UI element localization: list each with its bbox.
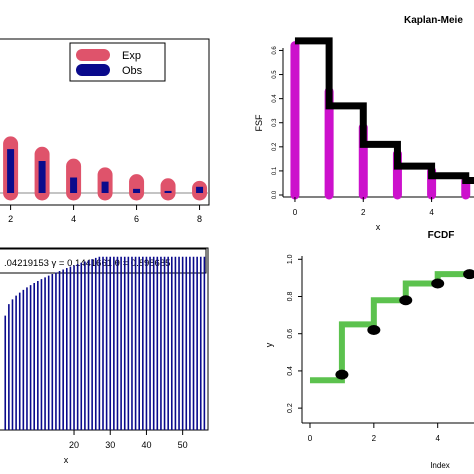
legend-label-obs: Obs: [122, 65, 143, 77]
y-axis-label: y: [264, 342, 274, 347]
x-axis-label: Index: [430, 461, 450, 470]
y-tick-label: 0.3: [272, 118, 278, 127]
y-tick-label: 0.1: [272, 166, 278, 175]
y-tick-label: 0.8: [287, 292, 294, 302]
x-axis-label: x: [376, 222, 381, 232]
x-tick-label: 2: [361, 208, 366, 217]
y-tick-label: 0.6: [272, 46, 278, 55]
x-tick-label: 0: [293, 208, 298, 217]
x-tick-label: 40: [141, 440, 151, 450]
x-tick-label: 4: [429, 208, 434, 217]
x-tick-label: 20: [69, 440, 79, 450]
x-tick-label: 2: [372, 434, 377, 443]
y-tick-label: 0.5: [272, 70, 278, 79]
legend: Exp Obs: [69, 42, 166, 82]
plot-frame: [0, 38, 210, 206]
y-tick-label: 0.6: [287, 329, 294, 339]
x-tick-label: 4: [71, 214, 76, 224]
x-tick-label: 8: [197, 214, 202, 224]
y-tick-label: 1.0: [287, 254, 294, 264]
fcdf-point: [463, 269, 474, 280]
km-step-line: [294, 37, 474, 185]
chart-title: Kaplan-Meie: [404, 15, 463, 26]
x-tick-label: 50: [178, 440, 188, 450]
x-axis-label: x: [64, 455, 69, 465]
panel-exp-obs: 2 4 6 8 Exp Obs: [0, 38, 210, 224]
chart-title: FCDF: [428, 230, 455, 241]
fcdf-point: [335, 369, 349, 380]
panel-kaplan-meier: Kaplan-Meie 0 2 4 0.0 0.1 0.2 0.3 0.4 0.5 0.6 FSF…: [254, 15, 474, 232]
legend-label-exp: Exp: [122, 50, 141, 62]
y-tick-label: 0.2: [287, 403, 294, 413]
x-tick-label: 30: [105, 440, 115, 450]
panel-fitted-bars: .04219153 γ = 0.1441661 θ = 0.898685 20 3…: [0, 247, 209, 465]
x-tick-label: 2: [8, 214, 13, 224]
y-tick-label: 0.4: [287, 366, 294, 376]
fcdf-step-line: [309, 271, 470, 384]
panel-fcdf: FCDF 0 2 4 0.2 0.4 0.6 0.8 1.0 y Index: [264, 230, 474, 470]
fcdf-point: [431, 278, 445, 289]
y-tick-label: 0.2: [272, 142, 278, 151]
x-tick-label: 0: [308, 434, 313, 443]
y-axis-label: FSF: [254, 114, 264, 132]
fcdf-point: [399, 295, 413, 306]
x-tick-label: 4: [435, 434, 440, 443]
fcdf-point: [367, 324, 381, 335]
y-tick-label: 0.4: [272, 94, 278, 103]
x-tick-label: 6: [134, 214, 139, 224]
y-tick-label: 0.0: [272, 190, 278, 199]
parameter-annotation: .04219153 γ = 0.1441661 θ = 0.898685: [4, 258, 170, 269]
